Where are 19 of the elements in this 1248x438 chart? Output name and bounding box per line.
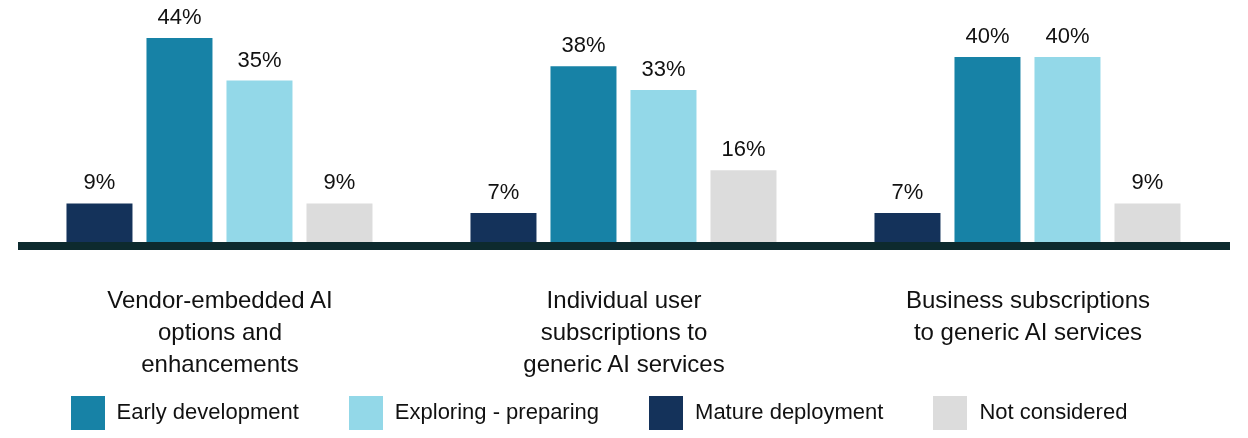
legend-label: Early development [116, 398, 299, 424]
data-label: 35% [237, 46, 282, 72]
data-label: 38% [561, 32, 606, 58]
data-label: 40% [965, 22, 1010, 48]
legend-label: Mature deployment [695, 398, 884, 424]
data-label: 44% [157, 4, 202, 29]
x-tick-label: Business subscriptions to generic AI services [904, 285, 1152, 347]
data-label: 33% [641, 56, 686, 81]
data-label: 16% [721, 136, 766, 162]
legend-label: Not considered [979, 398, 1128, 424]
data-label: 40% [1045, 22, 1090, 48]
data-label: 9% [83, 169, 116, 195]
data-label: 7% [487, 178, 520, 204]
legend-label: Exploring - preparing [394, 398, 600, 424]
data-label: 9% [323, 169, 356, 195]
x-tick-label: Vendor-embedded AI options and enhancements [106, 285, 334, 379]
data-label: 7% [891, 178, 924, 204]
x-tick-label: Individual user subscriptions to generic AI services [522, 285, 726, 379]
data-label: 9% [1131, 169, 1164, 195]
